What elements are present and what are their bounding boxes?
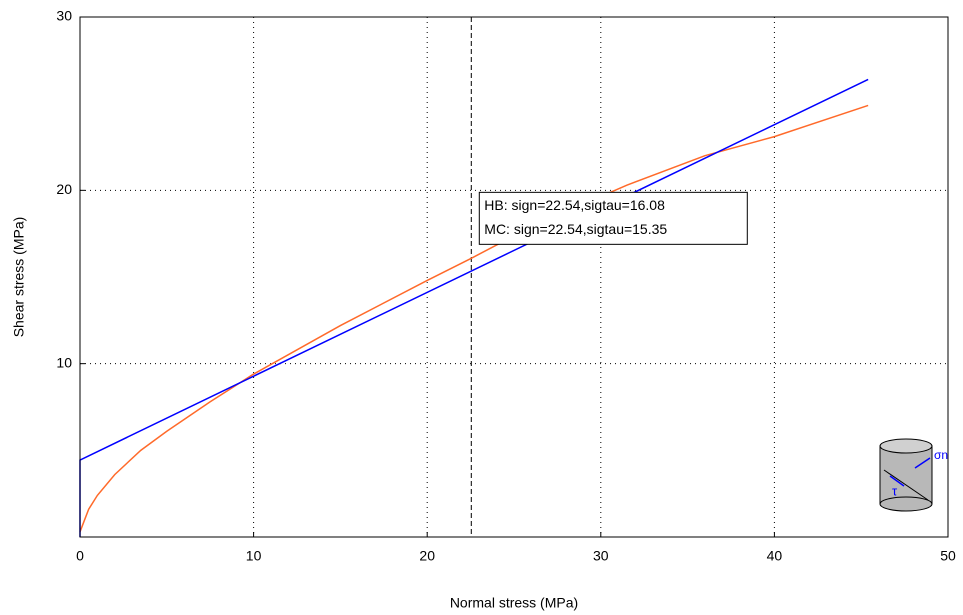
icon-body <box>879 445 933 505</box>
icon-plane <box>883 469 929 501</box>
x-tick-label: 20 <box>419 548 435 564</box>
y-tick-label: 30 <box>56 8 72 24</box>
y-tick-label: 10 <box>56 354 72 370</box>
annotation-box <box>478 191 748 245</box>
icon-bottom <box>879 496 933 512</box>
x-tick-label: 10 <box>246 548 262 564</box>
icon-top <box>879 438 933 454</box>
x-tick-label: 40 <box>767 548 783 564</box>
icon: σn τ <box>879 438 948 512</box>
icon-label: σn <box>934 448 948 462</box>
y-tick-label: 20 <box>56 181 72 197</box>
icon-arrow <box>889 475 905 487</box>
x-axis-label: Normal stress (MPa) <box>450 595 578 611</box>
y-axis-label: Shear stress (MPa) <box>11 217 27 338</box>
annotation-text: MC: sign=22.54,sigtau=15.35 <box>484 221 667 237</box>
series-line <box>79 104 869 533</box>
annotation-text: HB: sign=22.54,sigtau=16.08 <box>484 197 665 213</box>
plot-frame <box>79 16 949 538</box>
x-tick-label: 30 <box>593 548 609 564</box>
x-tick-label: 0 <box>76 548 84 564</box>
annotation: HB: sign=22.54,sigtau=16.08 MC: sign=22.5… <box>478 191 748 245</box>
x-tick-label: 50 <box>940 548 956 564</box>
icon-arrow <box>914 457 931 469</box>
icon-label: τ <box>892 483 898 498</box>
